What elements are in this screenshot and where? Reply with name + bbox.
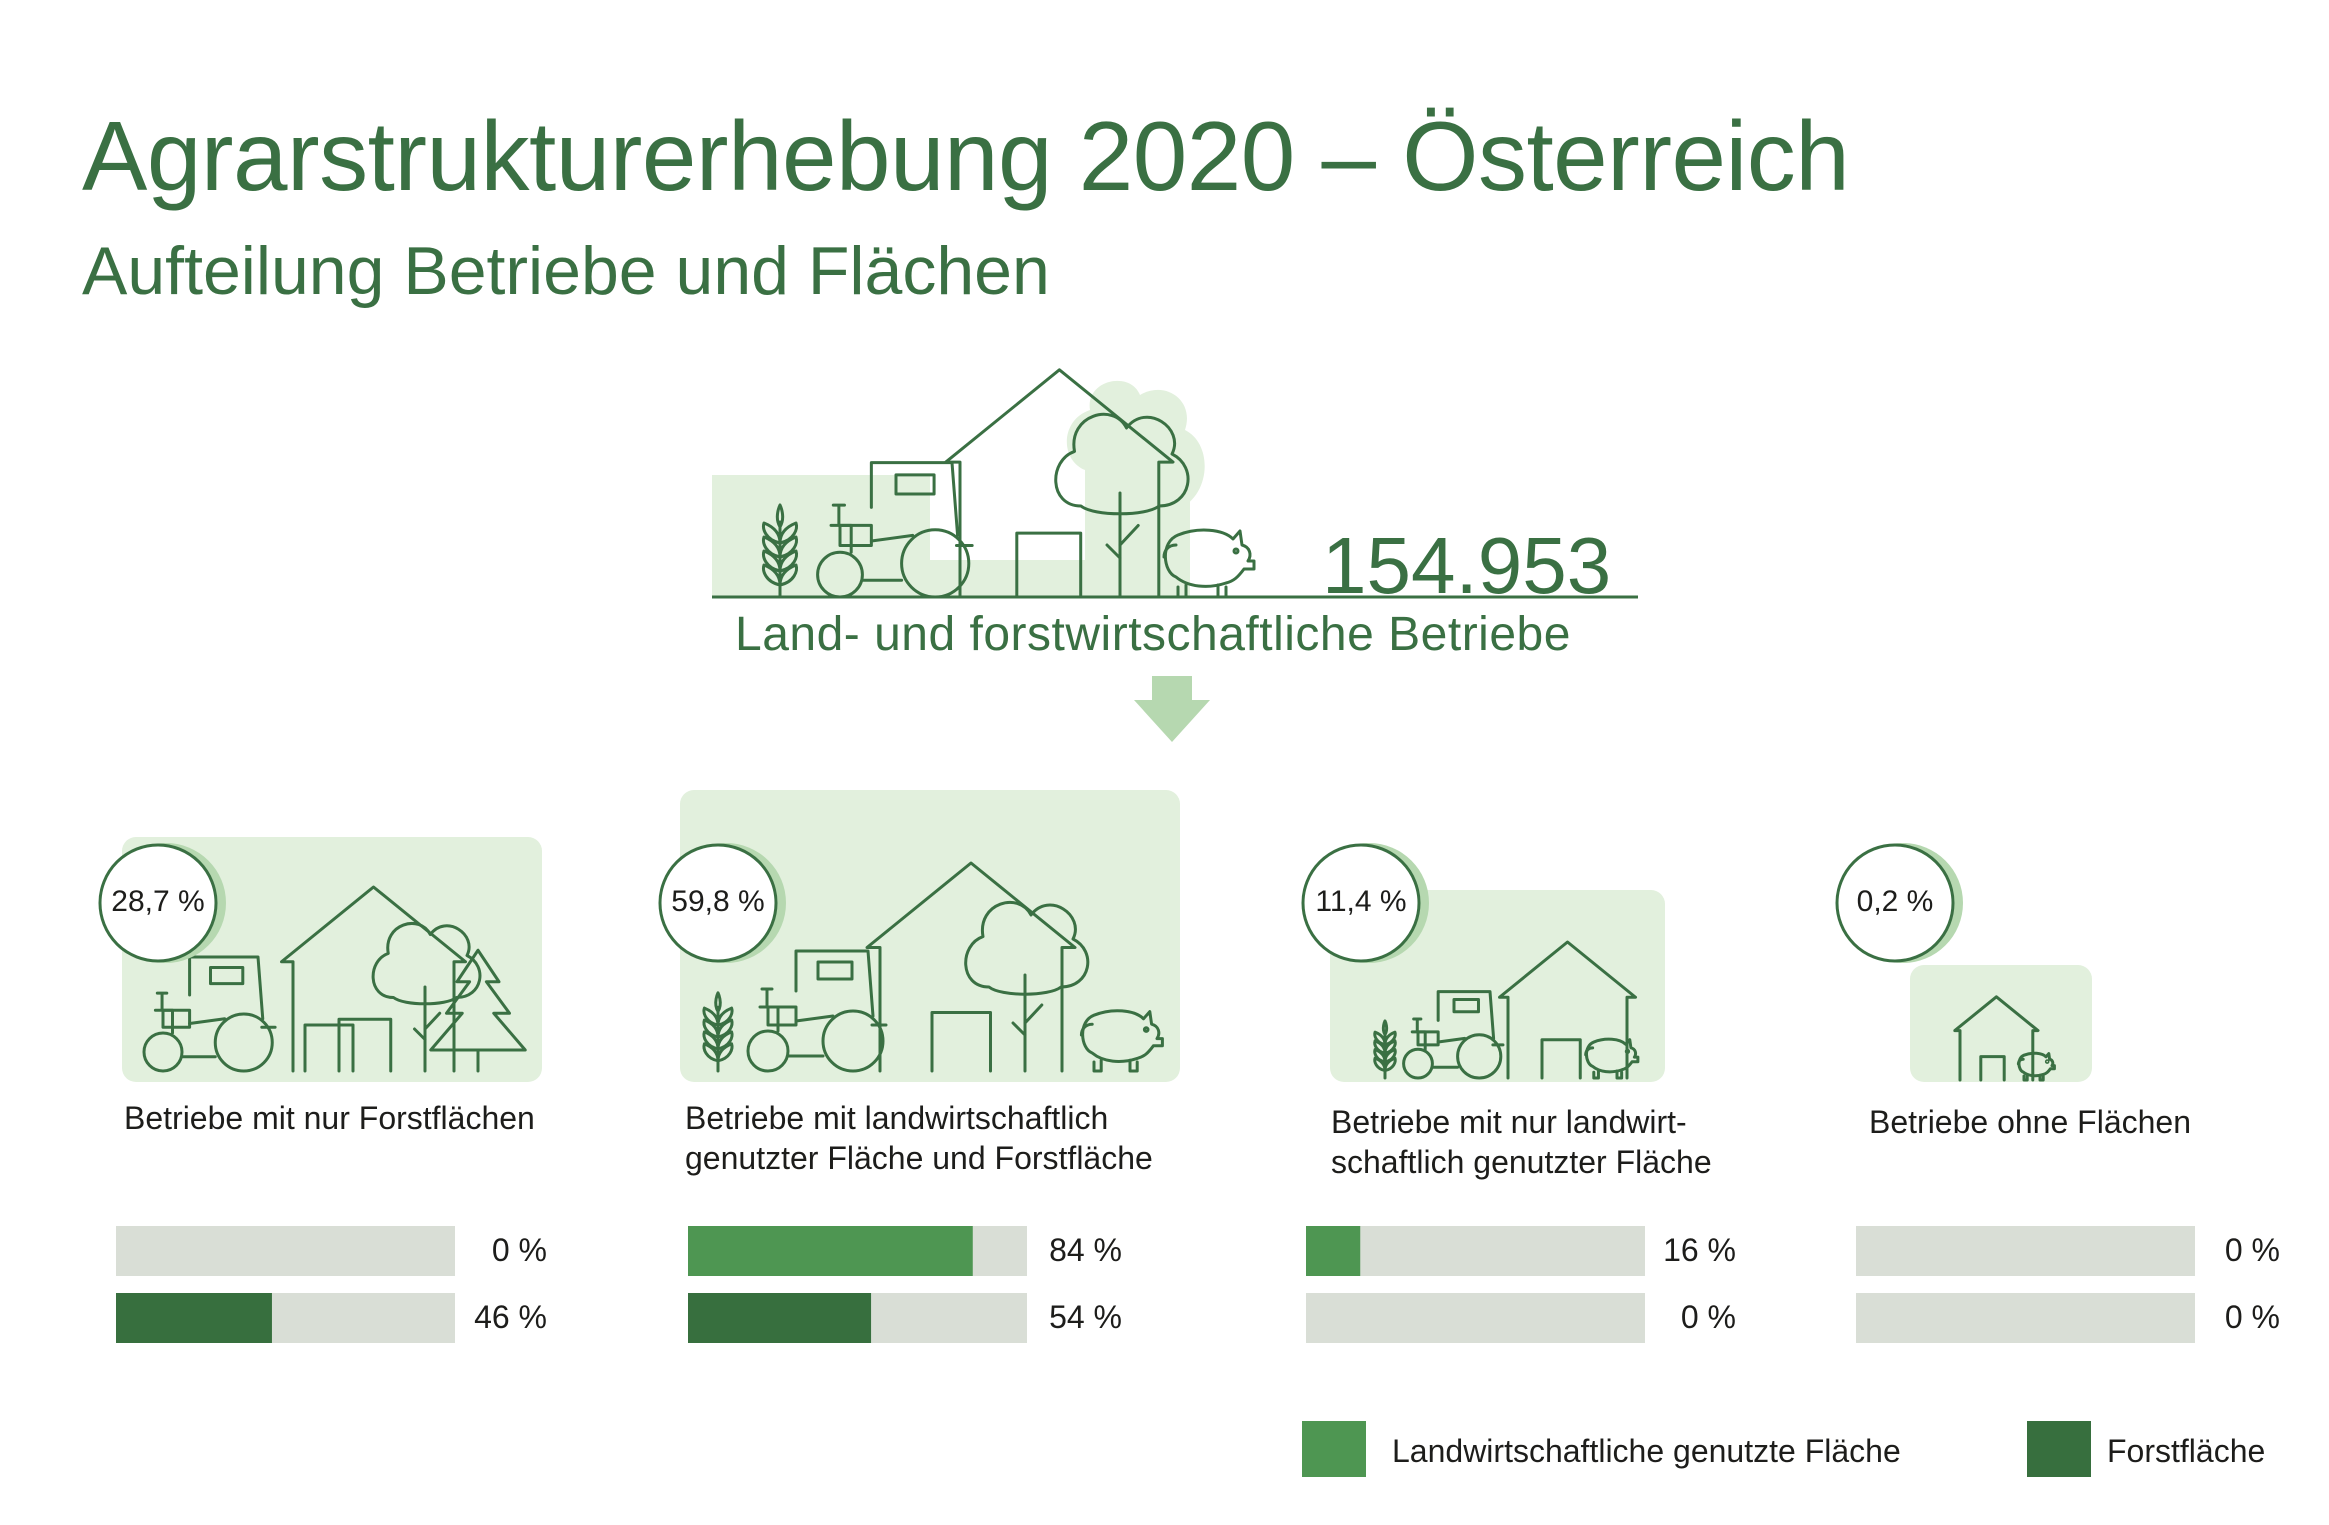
top-tree-backdrop xyxy=(1066,380,1205,597)
category-panel xyxy=(680,790,1180,1082)
tree-icon xyxy=(371,922,482,1073)
pig-icon xyxy=(2016,1051,2056,1082)
bar-value-label: 16 % xyxy=(1663,1232,1736,1268)
page-subtitle: Aufteilung Betriebe und Flächen xyxy=(82,233,1050,309)
category-label: Betriebe mit nur landwirt- xyxy=(1331,1104,1687,1140)
arrow-down-icon xyxy=(1134,676,1210,742)
house-icon xyxy=(1953,995,2040,1082)
house-icon xyxy=(279,885,467,1073)
bar-value-label: 54 % xyxy=(1049,1299,1122,1335)
holding-share-percent: 11,4 % xyxy=(1315,885,1407,918)
grain-icon xyxy=(702,991,734,1073)
legend-label-forest: Forstfläche xyxy=(2107,1433,2266,1469)
pig-icon xyxy=(1584,1037,1640,1080)
top-scene-backdrop xyxy=(712,475,1190,597)
bar-value-label: 84 % xyxy=(1049,1232,1122,1268)
category-label: Betriebe mit nur Forstflächen xyxy=(124,1100,535,1136)
barn-door xyxy=(303,1023,355,1073)
tractor-icon xyxy=(1402,990,1505,1080)
tree-icon xyxy=(964,900,1090,1073)
category-label: Betriebe mit landwirtschaftlich xyxy=(685,1100,1109,1136)
percent-badge xyxy=(1301,843,1421,963)
bar-agri-area xyxy=(688,1226,973,1276)
bar-value-label: 0 % xyxy=(491,1232,547,1268)
legend-swatch-forest xyxy=(2027,1421,2091,1477)
category-panel xyxy=(1910,965,2092,1082)
top-house-icon xyxy=(944,368,1175,599)
legend-label-agri: Landwirtschaftliche genutzte Fläche xyxy=(1392,1433,1901,1469)
category-label: genutzter Fläche und Forstfläche xyxy=(685,1140,1153,1176)
bar-track xyxy=(1306,1293,1645,1343)
percent-badge xyxy=(1835,843,1955,963)
holding-share-percent: 0,2 % xyxy=(1856,885,1934,918)
tractor-icon xyxy=(746,949,888,1073)
legend-swatch-agri xyxy=(1302,1421,1366,1477)
tractor-icon xyxy=(142,955,277,1073)
bar-forest-area xyxy=(116,1293,272,1343)
fir-tree-icon xyxy=(429,948,527,1073)
bar-forest-area xyxy=(688,1293,872,1343)
top-grain-icon xyxy=(762,503,798,599)
bar-value-label: 0 % xyxy=(2224,1299,2280,1335)
house-icon xyxy=(865,861,1077,1073)
house-icon xyxy=(1498,940,1638,1080)
percent-badge xyxy=(98,843,218,963)
category-label: Betriebe ohne Flächen xyxy=(1869,1104,2191,1140)
bar-agri-area xyxy=(1306,1226,1361,1276)
percent-badge xyxy=(658,843,778,963)
page-title: Agrarstrukturerhebung 2020 – Österreich xyxy=(82,101,1850,211)
bar-track xyxy=(116,1226,455,1276)
total-holdings-label: Land- und forstwirtschaftliche Betriebe xyxy=(735,608,1571,661)
bar-value-label: 46 % xyxy=(474,1299,547,1335)
bar-track xyxy=(1856,1293,2195,1343)
bar-value-label: 0 % xyxy=(2224,1232,2280,1268)
category-label: schaftlich genutzter Fläche xyxy=(1331,1144,1712,1180)
holding-share-percent: 59,8 % xyxy=(671,885,765,918)
grain-icon xyxy=(1373,1019,1397,1080)
top-tree-icon xyxy=(1054,412,1190,599)
bar-value-label: 0 % xyxy=(1680,1299,1736,1335)
bar-track xyxy=(1306,1226,1645,1276)
total-holdings-value: 154.953 xyxy=(1322,521,1612,610)
bar-track xyxy=(1856,1226,2195,1276)
holding-share-percent: 28,7 % xyxy=(111,885,205,918)
pig-icon xyxy=(1079,1009,1164,1073)
